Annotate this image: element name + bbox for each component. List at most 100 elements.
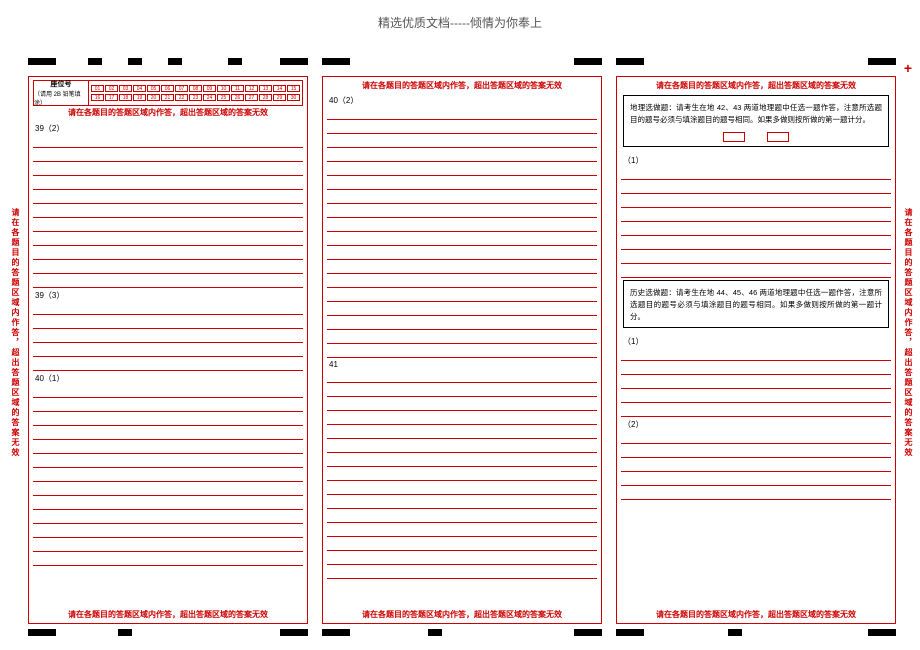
ruled-line [33, 162, 303, 176]
seat-bubble[interactable]: 15 [287, 85, 300, 92]
seat-bubble[interactable]: 14 [273, 85, 286, 92]
seat-title: 座位号 [51, 79, 72, 89]
ruled-line [327, 162, 597, 176]
seat-bubble[interactable]: 28 [259, 94, 272, 101]
seat-bubble[interactable]: 21 [161, 94, 174, 101]
seat-bubble[interactable]: 16 [91, 94, 104, 101]
ruled-line [327, 316, 597, 330]
ruled-line [327, 134, 597, 148]
ruled-line [327, 302, 597, 316]
ruled-line [621, 166, 891, 180]
ruled-line [327, 551, 597, 565]
seat-bubble[interactable]: 18 [119, 94, 132, 101]
ruled-line [33, 134, 303, 148]
fiducial-mark [168, 58, 182, 65]
ruled-line [327, 523, 597, 537]
seat-bubble[interactable]: 24 [203, 94, 216, 101]
seat-bubble[interactable]: 12 [245, 85, 258, 92]
ruled-line [33, 482, 303, 496]
seat-bubbles[interactable]: 010203040506070809101112131415 161718192… [89, 80, 303, 106]
seat-bubble[interactable]: 02 [105, 85, 118, 92]
fiducial-mark [118, 629, 132, 636]
ruled-line [621, 486, 891, 500]
ruled-line [621, 250, 891, 264]
seat-bubble[interactable]: 09 [203, 85, 216, 92]
seat-bubble[interactable]: 29 [273, 94, 286, 101]
ruled-line [33, 218, 303, 232]
answer-sheet: 请在各题目的答题区域内作答，超出答题区域的答案无效 请在各题目的答题区域内作答，… [28, 58, 896, 626]
fill-slot[interactable] [723, 132, 745, 142]
seat-bubble[interactable]: 30 [287, 94, 300, 101]
warning-top: 请在各题目的答题区域内作答，超出答题区域的答案无效 [323, 80, 601, 91]
ruled-line [327, 537, 597, 551]
answer-area[interactable]: 40（2）41 [327, 93, 597, 607]
seat-bubble[interactable]: 11 [231, 85, 244, 92]
ruled-line [327, 411, 597, 425]
ruled-line [621, 403, 891, 417]
warning-bottom: 请在各题目的答题区域内作答，超出答题区域的答案无效 [617, 609, 895, 620]
answer-column-1: 座位号 （请用 2B 铅笔填涂） 01020304050607080910111… [28, 76, 308, 624]
ruled-line [327, 232, 597, 246]
ruled-line [33, 357, 303, 371]
answer-column-2: 请在各题目的答题区域内作答，超出答题区域的答案无效 40（2）41 请在各题目的… [322, 76, 602, 624]
ruled-line [327, 176, 597, 190]
ruled-line [33, 190, 303, 204]
fill-slots[interactable] [630, 132, 882, 142]
seat-bubble[interactable]: 20 [147, 94, 160, 101]
fiducial-mark [88, 58, 102, 65]
ruled-line [327, 481, 597, 495]
ruled-line [33, 468, 303, 482]
seat-label: 座位号 （请用 2B 铅笔填涂） [33, 80, 89, 106]
seat-bubble[interactable]: 13 [259, 85, 272, 92]
seat-bubble[interactable]: 08 [189, 85, 202, 92]
fiducial-mark [574, 58, 602, 65]
seat-bubble[interactable]: 27 [245, 94, 258, 101]
seat-bubble[interactable]: 26 [231, 94, 244, 101]
crop-mark: + [904, 60, 912, 76]
seat-bubble[interactable]: 10 [217, 85, 230, 92]
seat-bubble[interactable]: 05 [147, 85, 160, 92]
ruled-line [621, 264, 891, 278]
fiducial-mark [868, 58, 896, 65]
ruled-line [327, 453, 597, 467]
ruled-line [327, 495, 597, 509]
fiducial-mark [280, 58, 308, 65]
seat-bubble[interactable]: 07 [175, 85, 188, 92]
answer-area[interactable]: 地理选做题：请考生在地 42、43 两道地理题中任选一题作答，注意所选题目的题号… [621, 93, 891, 607]
ruled-line [327, 274, 597, 288]
fill-slot[interactable] [767, 132, 789, 142]
ruled-line [33, 274, 303, 288]
ruled-line [33, 440, 303, 454]
seat-bubble[interactable]: 25 [217, 94, 230, 101]
seat-bubble[interactable]: 01 [91, 85, 104, 92]
seat-bubble[interactable]: 17 [105, 94, 118, 101]
ruled-line [33, 176, 303, 190]
ruled-line [327, 565, 597, 579]
answer-area[interactable]: 39（2）39（3）40（1） [33, 121, 303, 607]
ruled-line [621, 444, 891, 458]
warning-bottom: 请在各题目的答题区域内作答，超出答题区域的答案无效 [323, 609, 601, 620]
ruled-line [327, 246, 597, 260]
seat-bubble[interactable]: 04 [133, 85, 146, 92]
seat-bubble[interactable]: 19 [133, 94, 146, 101]
ruled-line [33, 454, 303, 468]
ruled-line [621, 375, 891, 389]
seat-bubble[interactable]: 06 [161, 85, 174, 92]
ruled-line [621, 389, 891, 403]
seat-bubble[interactable]: 22 [175, 94, 188, 101]
seat-bubble[interactable]: 03 [119, 85, 132, 92]
ruled-line [327, 509, 597, 523]
seat-bubble[interactable]: 23 [189, 94, 202, 101]
ruled-line [33, 426, 303, 440]
vertical-warning-right: 请在各题目的答题区域内作答，超出答题区域的答案无效 [903, 208, 914, 458]
ruled-line [33, 246, 303, 260]
ruled-line [621, 194, 891, 208]
ruled-line [33, 384, 303, 398]
fiducial-mark [616, 58, 644, 65]
answer-column-3: 请在各题目的答题区域内作答，超出答题区域的答案无效 地理选做题：请考生在地 42… [616, 76, 896, 624]
page-header: 精选优质文档-----倾情为你奉上 [0, 14, 920, 31]
ruled-line [33, 343, 303, 357]
ruled-line [327, 439, 597, 453]
ruled-line [327, 383, 597, 397]
fiducial-mark [322, 629, 350, 636]
